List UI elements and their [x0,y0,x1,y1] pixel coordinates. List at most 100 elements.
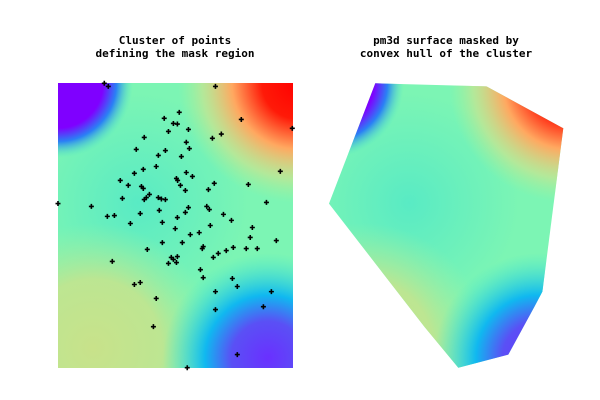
cluster-point [182,187,188,193]
cluster-point [133,146,139,152]
cluster-point [234,283,240,289]
cluster-point [277,168,283,174]
cluster-point [105,83,111,89]
cluster-point [179,240,185,246]
cluster-point [189,173,195,179]
cluster-point [218,131,224,137]
cluster-point [212,307,218,313]
cluster-point [119,195,125,201]
cluster-point [127,221,133,227]
cluster-point [101,80,107,86]
cluster-point [155,195,161,201]
cluster-point [196,230,202,236]
cluster-point [131,281,137,287]
cluster-point [159,219,165,225]
cluster-point [199,246,205,252]
cluster-point [211,180,217,186]
cluster-point [184,365,190,371]
cluster-point [117,177,123,183]
cluster-point [197,267,203,273]
cluster-point [245,181,251,187]
cluster-point [249,224,255,230]
cluster-point [137,211,143,217]
cluster-point [206,207,212,213]
cluster-point [165,260,171,266]
cluster-point [131,170,137,176]
cluster-points [55,80,295,371]
right-title-line-1: pm3d surface masked by [373,34,519,47]
cluster-point [178,154,184,160]
cluster-point [212,83,218,89]
cluster-point [150,324,156,330]
cluster-point [204,203,210,209]
cluster-point [185,126,191,132]
cluster-point [170,256,176,262]
cluster-point [111,213,117,219]
cluster-point [55,201,61,207]
cluster-point [247,234,253,240]
cluster-point [220,211,226,217]
cluster-point [140,185,146,191]
right-plot-title: pm3d surface masked by convex hull of th… [316,34,576,60]
right-title-line-2: convex hull of the cluster [359,47,533,60]
cluster-point [165,128,171,134]
left-title-line-1: Cluster of points [118,34,232,47]
cluster-point [109,258,115,264]
cluster-point [186,146,192,152]
cluster-point [141,197,147,203]
cluster-point [176,109,182,115]
cluster-point [177,182,183,188]
cluster-point [104,213,110,219]
cluster-point [174,121,180,127]
cluster-point [223,248,229,254]
cluster-point [263,199,269,205]
cluster-point [209,135,215,141]
cluster-point [153,164,159,170]
cluster-point [205,187,211,193]
cluster-point [185,205,191,211]
cluster-point [161,115,167,121]
cluster-point [156,207,162,213]
cluster-point [140,166,146,172]
cluster-point [268,289,274,295]
cluster-point [153,295,159,301]
cluster-point [183,169,189,175]
cluster-point [207,223,213,228]
cluster-point [88,203,94,209]
cluster-point [146,191,152,197]
cluster-point [174,254,180,260]
masked-heatmap-surface [329,83,564,368]
cluster-point [212,289,218,295]
cluster-point [254,246,260,252]
left-title-line-2: defining the mask region [95,47,255,60]
cluster-point [230,244,236,250]
cluster-point [273,238,279,244]
cluster-point [243,246,249,252]
left-plot-title: Cluster of points defining the mask regi… [45,34,305,60]
cluster-point [229,276,235,282]
cluster-point [183,139,189,145]
cluster-point [144,246,150,252]
left-plot-surface [55,80,295,371]
cluster-point [200,275,206,281]
cluster-point [162,148,168,154]
cluster-point [289,125,295,131]
cluster-point [159,240,165,246]
cluster-point [174,215,180,221]
cluster-point [162,197,168,203]
cluster-point [182,209,188,215]
right-plot-masked-surface [329,83,564,368]
cluster-point [172,226,178,232]
cluster-point [238,116,244,122]
cluster-point [175,177,181,183]
cluster-point [137,280,143,285]
cluster-point [141,134,147,140]
cluster-point [215,250,221,256]
cluster-point [173,260,179,266]
cluster-point [260,304,266,310]
cluster-point [210,254,216,260]
cluster-point [155,152,161,158]
cluster-point [228,217,234,223]
cluster-point [234,352,240,358]
